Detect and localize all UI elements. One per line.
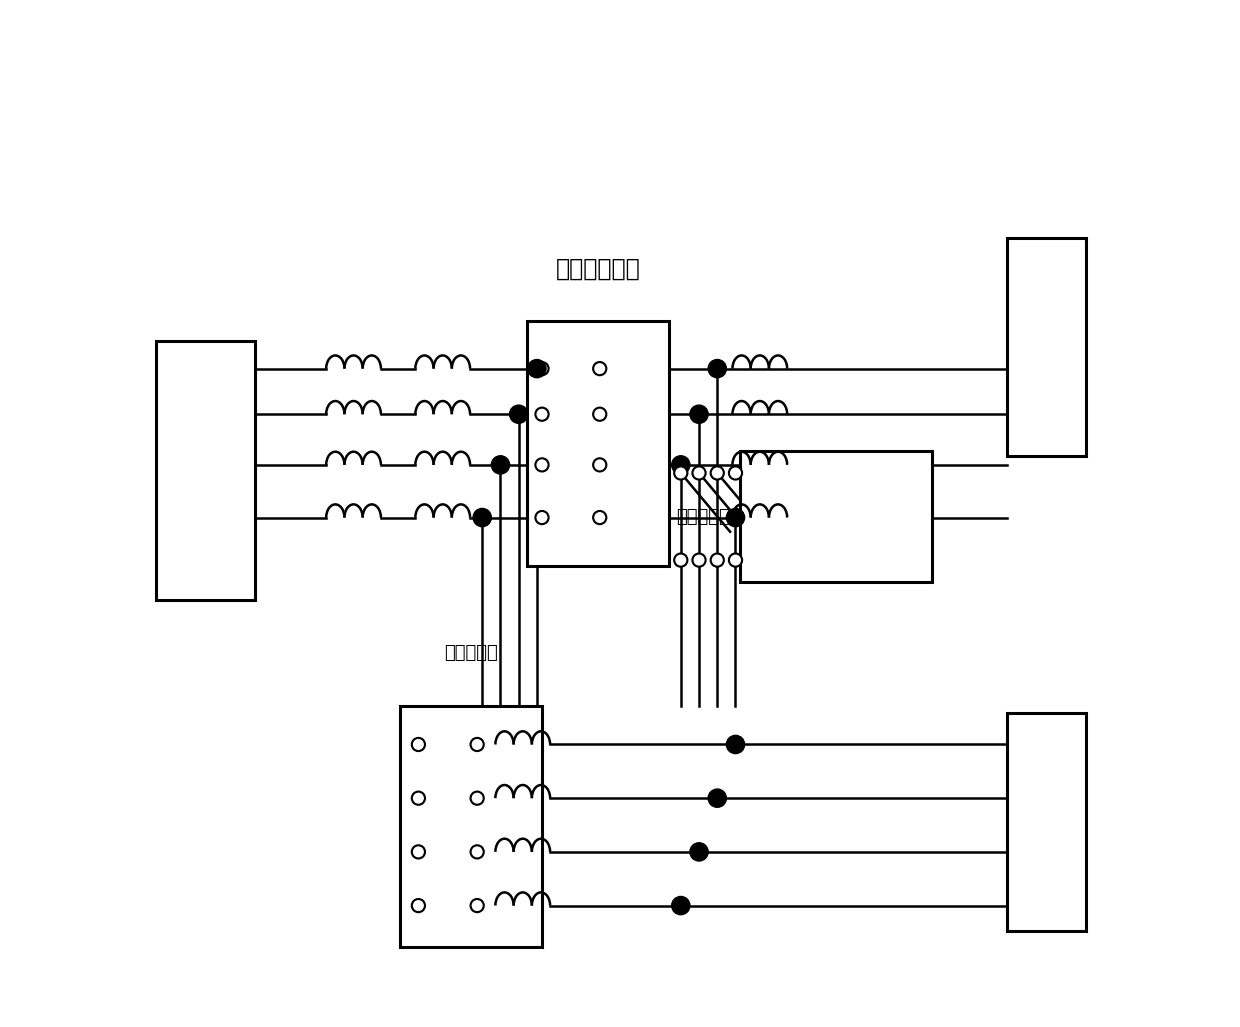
Circle shape xyxy=(474,508,491,527)
Bar xyxy=(401,706,542,947)
Circle shape xyxy=(470,899,484,912)
Circle shape xyxy=(510,405,528,423)
Circle shape xyxy=(412,792,425,805)
Circle shape xyxy=(470,845,484,859)
Circle shape xyxy=(672,897,689,915)
Circle shape xyxy=(593,363,606,375)
Circle shape xyxy=(593,458,606,471)
Text: 离网: 离网 xyxy=(1034,812,1059,832)
Circle shape xyxy=(675,554,687,567)
Circle shape xyxy=(593,408,606,421)
Circle shape xyxy=(708,789,727,807)
Text: DC/AC: DC/AC xyxy=(172,460,238,481)
Circle shape xyxy=(412,899,425,912)
Circle shape xyxy=(729,466,742,480)
Circle shape xyxy=(491,456,510,474)
Bar xyxy=(1007,238,1086,456)
Circle shape xyxy=(672,456,689,474)
Circle shape xyxy=(729,554,742,567)
Circle shape xyxy=(727,735,744,754)
Circle shape xyxy=(470,792,484,805)
Circle shape xyxy=(536,511,548,524)
Circle shape xyxy=(711,554,724,567)
Circle shape xyxy=(675,466,687,480)
Circle shape xyxy=(692,554,706,567)
Circle shape xyxy=(470,738,484,751)
Bar xyxy=(527,321,668,566)
Circle shape xyxy=(689,843,708,861)
Text: 旁路继电器: 旁路继电器 xyxy=(676,507,729,526)
Circle shape xyxy=(593,511,606,524)
Bar xyxy=(739,451,932,582)
Bar xyxy=(156,341,255,600)
Bar xyxy=(1007,713,1086,930)
Circle shape xyxy=(536,408,548,421)
Circle shape xyxy=(412,845,425,859)
Circle shape xyxy=(727,508,744,527)
Text: 离网继电器: 离网继电器 xyxy=(444,644,498,662)
Circle shape xyxy=(692,466,706,480)
Text: 电网侧继电器: 电网侧继电器 xyxy=(556,257,640,280)
Circle shape xyxy=(708,359,727,378)
Text: 电网: 电网 xyxy=(1034,337,1059,356)
Circle shape xyxy=(711,466,724,480)
Circle shape xyxy=(536,363,548,375)
Circle shape xyxy=(412,738,425,751)
Circle shape xyxy=(536,458,548,471)
Circle shape xyxy=(528,359,546,378)
Circle shape xyxy=(689,405,708,423)
